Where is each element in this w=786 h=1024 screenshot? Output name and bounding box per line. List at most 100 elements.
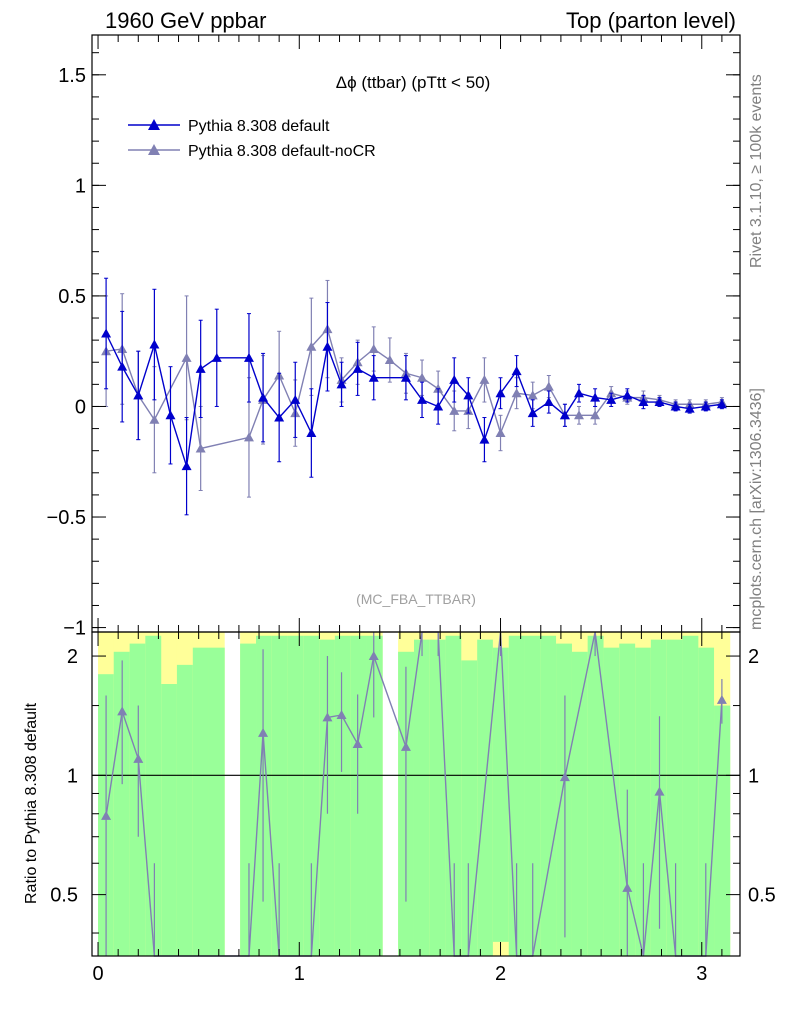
x-tick-label: 0 <box>92 963 103 985</box>
ratio-band-green <box>445 635 462 956</box>
x-tick-label: 1 <box>294 963 305 985</box>
ratio-y-tick-label: 1 <box>67 765 78 787</box>
point-nocr <box>368 343 379 353</box>
ratio-y-axis-label: Ratio to Pythia 8.308 default <box>23 702 40 904</box>
ratio-band-green <box>587 635 604 956</box>
ratio-band-green <box>145 635 162 956</box>
point-default <box>195 363 206 373</box>
point-default <box>243 352 254 362</box>
point-default <box>527 408 538 418</box>
ratio-band-green <box>271 635 288 956</box>
ratio-band-green <box>682 635 699 956</box>
ratio-band-green <box>666 639 683 956</box>
ratio-point <box>133 753 144 763</box>
y-tick-label: 0.5 <box>58 286 86 308</box>
y-tick-label: 1 <box>75 175 86 197</box>
y-tick-label: −1 <box>63 618 86 640</box>
point-nocr <box>574 410 585 420</box>
point-default <box>400 372 411 382</box>
point-nocr <box>479 374 490 384</box>
point-default <box>258 392 269 402</box>
ratio-band-green <box>176 664 194 956</box>
ratio-band-green <box>714 705 731 956</box>
y-tick-label: −0.5 <box>47 507 86 529</box>
point-nocr <box>195 443 206 453</box>
ratio-point <box>322 712 333 722</box>
plot-title: Δϕ (ttbar) (pTtt < 50) <box>336 73 491 92</box>
ratio-y-tick-label: 0.5 <box>50 885 78 907</box>
ratio-point <box>716 694 727 704</box>
point-default <box>590 392 601 402</box>
ratio-point <box>400 741 411 751</box>
ratio-band-green <box>461 660 478 956</box>
ratio-band-green <box>129 643 146 956</box>
point-nocr <box>243 432 254 442</box>
axes: −1 −0.5 0 0.5 1 1.5 0 1 2 3 0.5 0.5 1 1 2 2 <box>47 34 776 985</box>
point-default <box>352 363 363 373</box>
point-default <box>700 401 711 411</box>
point-default <box>133 390 144 400</box>
header-left: 1960 GeV ppbar <box>105 8 266 33</box>
point-default <box>463 390 474 400</box>
ratio-band-green <box>350 635 367 956</box>
point-default <box>638 397 649 407</box>
point-nocr <box>527 390 538 400</box>
ratio-band-green <box>287 635 304 956</box>
point-nocr <box>149 414 160 424</box>
ratio-band-green <box>635 647 652 956</box>
ratio-panel <box>92 631 740 957</box>
point-default <box>433 401 444 411</box>
main-series <box>101 277 727 516</box>
ratio-band-green <box>492 647 510 942</box>
point-default <box>181 461 192 471</box>
point-default <box>511 366 522 376</box>
point-default <box>336 379 347 389</box>
point-default <box>654 397 665 407</box>
ratio-band-green <box>556 643 573 956</box>
point-default <box>149 339 160 349</box>
point-default <box>543 397 554 407</box>
point-nocr <box>449 405 460 415</box>
point-default <box>495 388 506 398</box>
ratio-band-green <box>477 639 494 956</box>
header-right: Top (parton level) <box>566 8 736 33</box>
legend: Pythia 8.308 default Pythia 8.308 defaul… <box>128 118 376 160</box>
point-default <box>117 361 128 371</box>
ratio-y-tick-label-right: 2 <box>748 646 759 668</box>
ratio-band-green <box>603 647 620 956</box>
ratio-point <box>654 786 665 796</box>
ratio-point <box>101 810 112 820</box>
point-nocr <box>495 428 506 437</box>
ratio-band-green <box>256 635 273 956</box>
point-nocr <box>511 388 522 398</box>
analysis-label: (MC_FBA_TTBAR) <box>356 591 476 607</box>
ratio-point <box>336 709 347 719</box>
point-nocr <box>543 381 554 391</box>
point-default <box>449 374 460 384</box>
legend-marker-nocr <box>148 144 160 155</box>
ratio-y-tick-label: 2 <box>67 646 78 668</box>
point-default <box>101 328 112 338</box>
point-nocr <box>417 372 428 382</box>
ratio-point <box>622 882 633 892</box>
point-default <box>479 434 490 444</box>
ratio-band-green <box>524 635 541 956</box>
mcplots-label: mcplots.cern.ch [arXiv:1306.3436] <box>748 388 765 630</box>
ratio-point <box>258 727 269 737</box>
ratio-band-green <box>161 684 178 956</box>
ratio-band-green <box>334 635 352 956</box>
ratio-y-tick-label-right: 0.5 <box>748 885 776 907</box>
ratio-band-green <box>192 647 209 956</box>
point-default <box>368 372 379 382</box>
point-default <box>574 388 585 398</box>
ratio-band-green <box>208 647 225 956</box>
point-default <box>606 394 617 404</box>
ratio-band-green <box>571 651 588 956</box>
ratio-band-green <box>366 635 383 956</box>
ratio-band-green <box>240 643 257 956</box>
rivet-label: Rivet 3.1.10, ≥ 100k events <box>748 74 765 268</box>
ratio-point <box>368 651 379 661</box>
ratio-bands <box>98 632 731 956</box>
x-tick-label: 3 <box>696 963 707 985</box>
